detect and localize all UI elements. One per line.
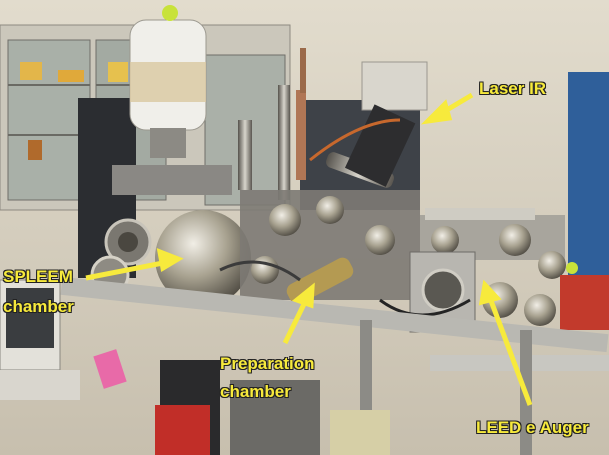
spleem-arrow — [85, 259, 169, 281]
preparation-label-line1: Preparation — [220, 354, 315, 373]
leed-arrow — [487, 297, 533, 406]
leed-auger-label: LEED e Auger — [476, 418, 589, 437]
spleem-label-line1: SPLEEM — [3, 267, 73, 286]
spleem-label-line2: chamber — [3, 297, 74, 316]
prep-arrow — [282, 298, 309, 345]
annotation-arrows — [85, 92, 533, 406]
spleem-sphere — [155, 210, 251, 306]
blue-rack — [568, 72, 609, 292]
preparation-label-line2: chamber — [220, 382, 291, 401]
laser-ir-label: Laser IR — [479, 79, 547, 98]
dewar — [129, 5, 207, 158]
